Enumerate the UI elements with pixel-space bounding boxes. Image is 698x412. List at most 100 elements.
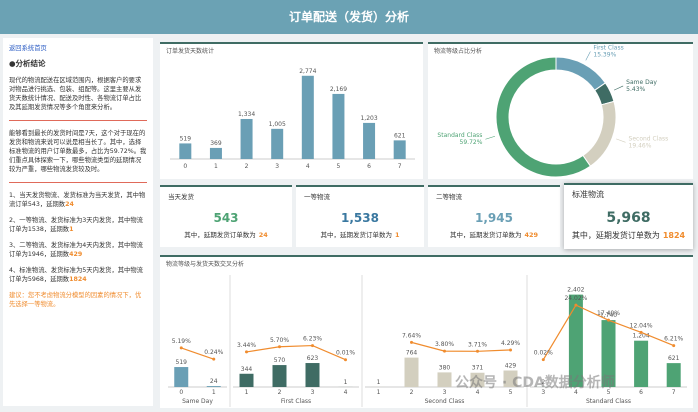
x-tick-label: 7 (398, 163, 402, 170)
x-tick-label: 1 (377, 389, 381, 396)
kpi-note-text: 其中，延期发货订单数为 (184, 231, 256, 239)
data-label: 623 (307, 355, 319, 362)
bar (302, 76, 314, 159)
leader-line (616, 139, 625, 142)
data-label: 764 (406, 350, 418, 357)
leader-line (485, 136, 495, 139)
bar (438, 372, 452, 387)
donut-segment (583, 101, 616, 166)
kpi-value: 5,968 (564, 210, 693, 226)
chart-title: 订单发货天数统计 (166, 47, 214, 55)
bar (634, 341, 648, 387)
item: 2、一等物流、发货标准为3天内发货，其中物流订单为1538，延期数1 (9, 216, 147, 234)
pct-label: 3.71% (468, 341, 487, 348)
pct-label: 0.24% (204, 349, 223, 356)
data-label: 621 (668, 355, 680, 362)
kpi-title: 当天发货 (160, 187, 292, 205)
group-label: Same Day (182, 398, 213, 405)
bar (240, 374, 254, 387)
item-text: 1、当天发货物流、发货标准为当天发货，其中物流订单543，延期数 (9, 192, 145, 208)
pct-point (180, 346, 183, 349)
bar (405, 358, 419, 387)
data-label: 1 (344, 379, 348, 386)
advice: 建议：您不考虑物流分模型的因素的情况下，优先选择一等物流。 (9, 291, 147, 309)
item-number: 1824 (69, 276, 87, 283)
data-label: 2,169 (330, 86, 347, 93)
x-tick-label: 4 (306, 163, 310, 170)
pct-label: 4.29% (501, 340, 520, 347)
pct-point (278, 345, 281, 348)
pct-point (542, 358, 545, 361)
x-tick-label: 0 (183, 163, 187, 170)
pct-line (412, 342, 511, 351)
pct-label: 17.40% (597, 310, 620, 317)
data-label: 59.72% (460, 139, 483, 146)
bar (363, 123, 375, 159)
data-label: 2,402 (567, 287, 584, 294)
data-label: 1,005 (269, 121, 286, 128)
data-label: 344 (241, 366, 253, 373)
pct-label: 3.44% (237, 342, 256, 349)
legend-label: Same Day (626, 79, 657, 86)
pct-point (410, 341, 413, 344)
bar (394, 140, 406, 159)
kpi-value: 543 (160, 211, 292, 225)
x-tick-label: 2 (410, 389, 414, 396)
home-link[interactable]: 返回系统首页 (9, 44, 147, 53)
legend-label: First Class (593, 44, 623, 51)
paragraph: 现代的物流配送在区域范围内，根据客户的要求对物品进行挑选、包装、组配等。这里主要… (9, 76, 147, 112)
pct-point (574, 304, 577, 307)
leader-line (614, 86, 623, 90)
item: 4、标准物流、发货标准为5天内发货，其中物流订单为5968，延期数1824 (9, 266, 147, 284)
kpi-note-text: 其中，延期发货订单数为 (450, 231, 522, 239)
pct-point (476, 350, 479, 353)
bar (179, 143, 191, 159)
data-label: 1,203 (360, 115, 377, 122)
pct-label: 0.02% (534, 350, 553, 357)
group-label: First Class (281, 398, 311, 405)
x-tick-label: 3 (311, 389, 315, 396)
sidebar: 返回系统首页 ●分析结论 现代的物流配送在区域范围内，根据客户的要求对物品进行挑… (3, 38, 153, 406)
watermark: 公众号 · CDA数据分析师 (455, 372, 615, 392)
x-tick-label: 3 (275, 163, 279, 170)
x-tick-label: 6 (639, 389, 643, 396)
heading: ●分析结论 (9, 59, 147, 68)
pct-label: 0.01% (336, 350, 355, 357)
data-label: 24 (210, 378, 218, 385)
data-label: 429 (505, 363, 517, 370)
x-tick-label: 3 (443, 389, 447, 396)
leader-line (586, 51, 591, 60)
divider (9, 120, 147, 121)
data-label: 380 (439, 364, 451, 371)
pct-label: 12.04% (630, 322, 653, 329)
x-tick-label: 1 (212, 389, 216, 396)
pct-label: 24.02% (564, 295, 587, 302)
header-title: 订单配送（发货）分析 (0, 0, 698, 34)
item-text: 2、一等物流、发货标准为3天内发货，其中物流订单为1538，延期数 (9, 217, 143, 233)
donut-segment (556, 57, 605, 90)
kpi-delay: 1 (395, 231, 400, 239)
kpi-delay: 24 (259, 231, 268, 239)
pct-point (443, 350, 446, 353)
data-label: 1 (377, 379, 381, 386)
chart-title: 物流等级占比分析 (434, 47, 482, 55)
data-label: 519 (176, 359, 188, 366)
data-label: 15.39% (593, 51, 616, 58)
pct-point (509, 348, 512, 351)
pct-point (607, 319, 610, 322)
kpi-delay: 429 (524, 231, 538, 239)
pct-point (212, 358, 215, 361)
x-tick-label: 0 (179, 389, 183, 396)
pct-point (640, 331, 643, 334)
pct-point (311, 344, 314, 347)
pct-label: 5.70% (270, 337, 289, 344)
